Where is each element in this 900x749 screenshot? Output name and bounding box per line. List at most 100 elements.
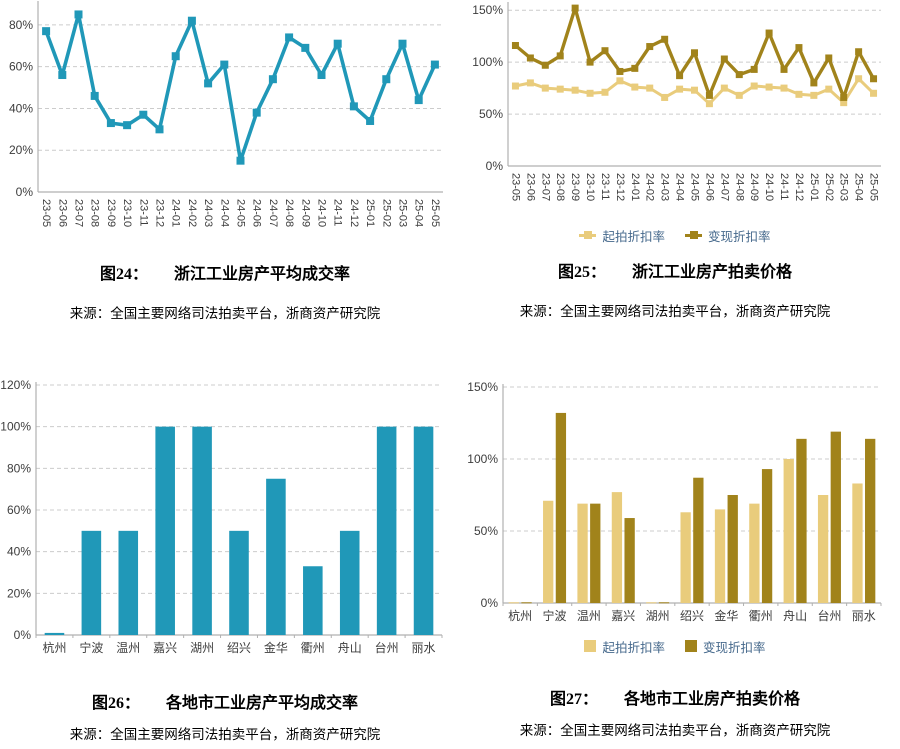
legend-item: 起拍折扣率 [584, 637, 665, 656]
svg-text:23-06: 23-06 [56, 199, 68, 227]
svg-text:24-01: 24-01 [170, 199, 182, 227]
svg-text:0%: 0% [485, 159, 503, 173]
svg-text:23-07: 23-07 [539, 173, 551, 201]
svg-text:舟山: 舟山 [783, 609, 807, 623]
svg-text:60%: 60% [9, 60, 33, 74]
svg-text:24-09: 24-09 [748, 173, 760, 201]
svg-text:100%: 100% [0, 420, 31, 434]
figure-number: 图24： [99, 266, 148, 283]
svg-text:0%: 0% [480, 596, 498, 610]
svg-text:24-02: 24-02 [186, 199, 198, 227]
svg-text:23-12: 23-12 [613, 173, 625, 201]
svg-text:100%: 100% [472, 55, 503, 69]
svg-text:24-03: 24-03 [658, 173, 670, 201]
svg-text:80%: 80% [9, 18, 33, 32]
city-auction-price-bar-chart: 0% 50% 100% 150% 杭州 宁波 温州 嘉兴 湖州 绍兴 金华 衢州 舟山 台州 丽水 [467, 380, 881, 623]
figure-number: 图27： [549, 691, 598, 708]
svg-text:金华: 金华 [714, 608, 738, 623]
svg-text:25-05: 25-05 [867, 173, 879, 201]
legend-item: 变现折扣率 [685, 226, 771, 245]
figure-source: 来源：全国主要网络司法拍卖平台，浙商资产研究院 [519, 723, 831, 738]
figure-26: 0% 20% 40% 60% 80% 100% 120% 杭州 宁波 温州 嘉兴 湖州 绍兴 金华 衢州 舟山… [0, 375, 450, 749]
svg-text:24-06: 24-06 [703, 173, 715, 201]
legend-label: 变现折扣率 [703, 640, 766, 655]
svg-text:25-01: 25-01 [364, 199, 376, 227]
figure-25-caption: 图25： 浙江工业房产拍卖价格 [558, 262, 792, 283]
svg-text:24-05: 24-05 [688, 173, 700, 201]
legend-label: 起拍折扣率 [602, 640, 665, 655]
svg-text:24-06: 24-06 [251, 199, 263, 227]
svg-text:20%: 20% [9, 143, 33, 157]
svg-text:24-05: 24-05 [235, 199, 247, 227]
svg-text:25-02: 25-02 [822, 173, 834, 201]
figure-source: 来源：全国主要网络司法拍卖平台，浙商资产研究院 [519, 304, 831, 319]
svg-text:丽水: 丽水 [412, 641, 436, 655]
figure-27: 0% 50% 100% 150% 杭州 宁波 温州 嘉兴 湖州 绍兴 金华 衢州 舟山 台州 丽水 起拍折扣… [450, 375, 900, 749]
svg-text:杭州: 杭州 [508, 608, 532, 623]
svg-text:25-03: 25-03 [837, 173, 849, 201]
figure-27-caption: 图27： 各地市工业房产拍卖价格 [550, 689, 800, 710]
svg-text:80%: 80% [7, 461, 31, 475]
svg-text:23-06: 23-06 [524, 173, 536, 201]
svg-text:温州: 温州 [116, 641, 140, 655]
svg-text:湖州: 湖州 [645, 608, 669, 623]
svg-text:23-10: 23-10 [584, 173, 596, 201]
svg-text:嘉兴: 嘉兴 [153, 641, 177, 655]
svg-text:24-08: 24-08 [283, 199, 295, 227]
chart-legend: 起拍折扣率 变现折扣率 [584, 635, 766, 657]
svg-text:嘉兴: 嘉兴 [611, 609, 635, 623]
svg-text:24-07: 24-07 [267, 199, 279, 227]
svg-text:宁波: 宁波 [542, 608, 566, 623]
figure-number: 图25： [557, 264, 606, 281]
svg-text:24-10: 24-10 [763, 173, 775, 201]
legend-marker-icon [685, 640, 697, 652]
figure-24-caption: 图24： 浙江工业房产平均成交率 [100, 264, 350, 285]
legend-marker-icon [584, 640, 597, 652]
chart-legend: 起拍折扣率 变现折扣率 [579, 224, 771, 246]
svg-text:23-09: 23-09 [569, 173, 581, 201]
figure-25: 0% 50% 100% 150% 23-05 23-06 23-07 23-08 23-09 23… [450, 0, 900, 375]
svg-text:24-09: 24-09 [299, 199, 311, 227]
svg-text:24-04: 24-04 [218, 199, 230, 227]
svg-text:150%: 150% [467, 380, 498, 394]
svg-text:丽水: 丽水 [851, 609, 875, 623]
svg-text:40%: 40% [9, 101, 33, 115]
svg-text:衢州: 衢州 [748, 609, 772, 623]
legend-marker-icon [685, 230, 702, 240]
figure-source: 来源：全国主要网络司法拍卖平台，浙商资产研究院 [69, 306, 381, 321]
svg-text:台州: 台州 [817, 608, 841, 623]
svg-text:衢州: 衢州 [301, 641, 325, 655]
svg-text:0%: 0% [14, 628, 32, 642]
figure-title: 浙江工业房产平均成交率 [174, 266, 351, 283]
svg-text:24-03: 24-03 [202, 199, 214, 227]
svg-text:24-12: 24-12 [348, 199, 360, 227]
svg-text:0%: 0% [16, 185, 34, 199]
svg-text:20%: 20% [7, 586, 31, 600]
svg-text:150%: 150% [472, 3, 503, 17]
svg-text:24-11: 24-11 [778, 173, 790, 200]
svg-text:24-07: 24-07 [718, 173, 730, 201]
svg-text:温州: 温州 [576, 609, 600, 623]
figure-source: 来源：全国主要网络司法拍卖平台，浙商资产研究院 [69, 727, 381, 742]
zhejiang-transaction-rate-line-chart: 0% 20% 40% 60% 80% 23-05 23-06 23-07 23-08 23-09 2… [9, 1, 443, 227]
svg-text:25-05: 25-05 [429, 199, 441, 227]
svg-text:24-11: 24-11 [332, 199, 344, 226]
legend-item: 变现折扣率 [685, 637, 766, 656]
legend-marker-icon [579, 230, 597, 240]
svg-text:24-01: 24-01 [628, 173, 640, 201]
figure-title: 浙江工业房产拍卖价格 [632, 264, 793, 281]
figure-title: 各地市工业房产平均成交率 [166, 695, 359, 712]
svg-text:25-03: 25-03 [397, 199, 409, 227]
svg-text:23-05: 23-05 [40, 199, 52, 227]
svg-text:23-11: 23-11 [137, 199, 149, 226]
legend-item: 起拍折扣率 [579, 226, 665, 245]
figure-26-caption: 图26： 各地市工业房产平均成交率 [92, 693, 358, 714]
figure-number: 图26： [91, 695, 140, 712]
city-transaction-rate-bar-chart: 0% 20% 40% 60% 80% 100% 120% 杭州 宁波 温州 嘉兴 湖州 绍兴 金华 衢州 舟山… [0, 378, 443, 655]
svg-text:23-10: 23-10 [121, 199, 133, 227]
svg-text:50%: 50% [473, 524, 497, 538]
svg-text:24-08: 24-08 [733, 173, 745, 201]
figure-24: 0% 20% 40% 60% 80% 23-05 23-06 23-07 23-08 23-09 2… [0, 0, 450, 375]
svg-text:舟山: 舟山 [338, 641, 362, 655]
